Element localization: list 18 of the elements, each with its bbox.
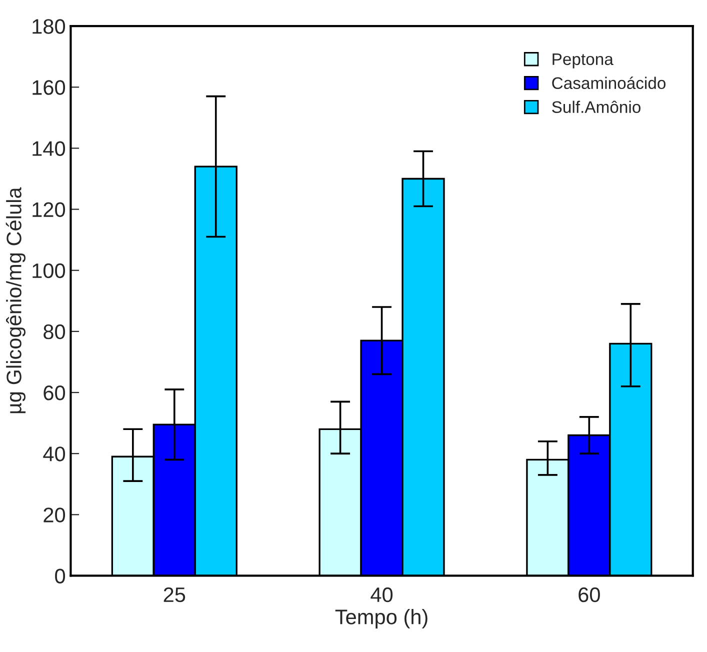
legend-label: Peptona xyxy=(552,53,614,68)
x-tick-label: 40 xyxy=(370,587,393,602)
y-axis-title: µg Glicogênio/mg Célula xyxy=(6,187,26,414)
legend-label: Sulf.Amônio xyxy=(552,100,640,113)
y-tick-label: 20 xyxy=(44,508,66,522)
x-tick-label: 25 xyxy=(164,587,186,602)
y-tick-label: 0 xyxy=(55,568,66,584)
x-tick-label: 60 xyxy=(578,587,600,602)
y-tick-label: 140 xyxy=(32,141,66,156)
y-tick-label: 180 xyxy=(32,19,66,34)
x-axis-title: Tempo (h) xyxy=(335,609,428,628)
y-tick-label: 60 xyxy=(44,386,66,400)
y-tick-label: 80 xyxy=(44,324,66,340)
legend-label: Casaminoácido xyxy=(552,76,666,90)
y-tick-label: 120 xyxy=(32,202,66,218)
y-tick-label: 40 xyxy=(43,446,66,462)
y-tick-label: 100 xyxy=(32,263,66,278)
y-tick-label: 160 xyxy=(32,80,66,95)
